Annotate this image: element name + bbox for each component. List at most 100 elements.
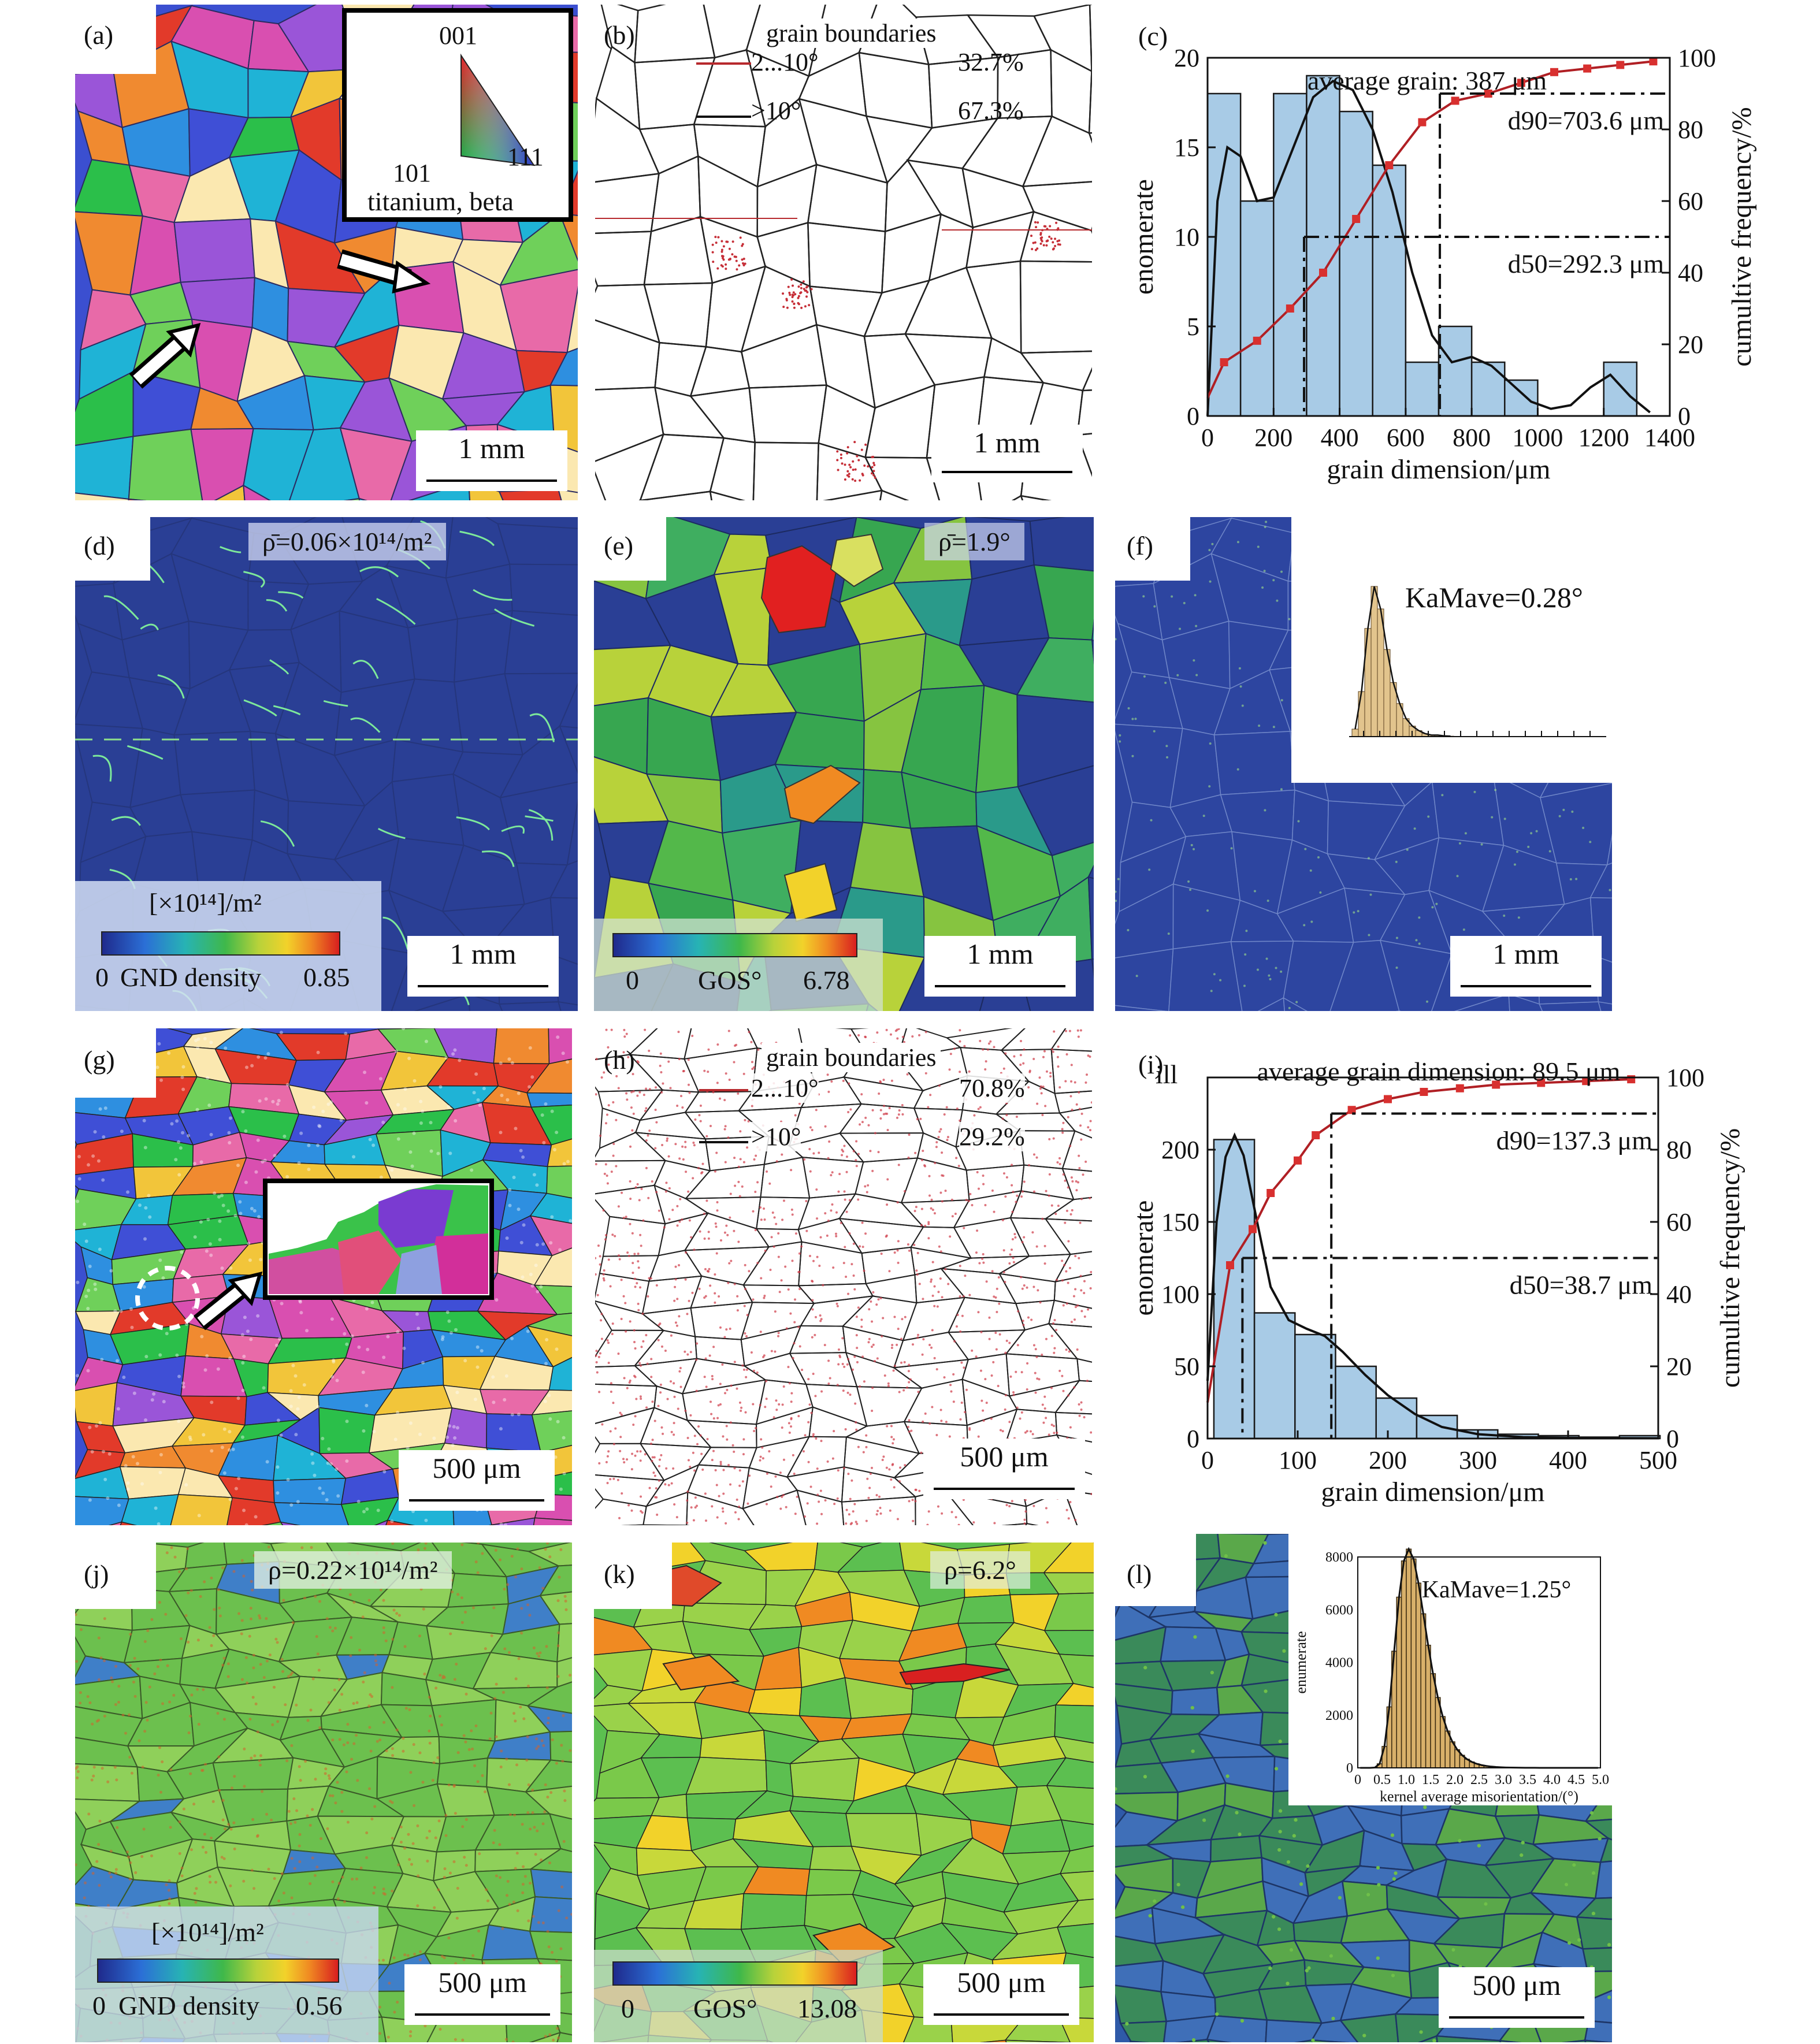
colorbar-min-e: 0 (626, 965, 639, 995)
colorbar-e (612, 933, 857, 957)
gb-title-h: grain boundaries (762, 1043, 941, 1072)
kam-histogram-inset-f (1335, 572, 1612, 745)
y2-tick-label: 60 (1678, 187, 1703, 215)
kam-x-tick-label: 1.0 (1398, 1772, 1415, 1787)
panel-d-label: (d) (84, 531, 115, 560)
x-tick-label: 0 (1201, 1446, 1214, 1474)
gb-high-value: 29.2% (959, 1122, 1025, 1151)
kam-y-tick-label: 4000 (1325, 1656, 1353, 1671)
ipf-legend-caption: titanium, beta (367, 187, 514, 216)
cumulative-point (1312, 1131, 1320, 1139)
histogram-bar (1405, 361, 1440, 417)
kam-x-tick-label: 4.5 (1568, 1772, 1585, 1787)
kam-x-tick-label: 5.0 (1592, 1772, 1609, 1787)
colorbar-max-e: 6.78 (803, 965, 850, 995)
colorbar-j (97, 1958, 339, 1983)
cumulative-point (1492, 1080, 1500, 1089)
cumulative-point (1550, 68, 1558, 76)
colorbar-name-e: GOS° (698, 965, 762, 995)
gb-high-value: 67.3% (958, 96, 1024, 125)
gos-mean-caption-e: ρ̄=1.9° (924, 523, 1024, 560)
x-tick-label: 500 (1639, 1446, 1677, 1474)
colorbar-min-k: 0 (621, 1994, 634, 2023)
cumulative-line (1206, 1078, 1632, 1403)
kam-bar (1410, 1558, 1417, 1768)
y2-tick-label: 40 (1678, 259, 1703, 287)
cumulative-point (1582, 1077, 1591, 1086)
histogram-bar (1438, 325, 1473, 417)
panel-k-label: (k) (604, 1559, 635, 1589)
y2-tick-label: 100 (1678, 44, 1716, 72)
x-tick-label: 0 (1201, 423, 1214, 452)
scale-bar-label: 1 mm (458, 432, 525, 464)
ipf-legend-001: 001 (439, 21, 477, 50)
kam-mean-caption-f: KaMave=0.28° (1405, 581, 1583, 614)
d50-label: d50=292.3 μm (1508, 249, 1665, 278)
cumulative-point (1319, 269, 1327, 277)
gnd-mean-caption-d: ρ̄=0.06×10¹⁴/m² (248, 523, 446, 560)
kam-bar (1351, 729, 1359, 737)
y2-axis-label: cumultive frequency/% (1726, 107, 1757, 366)
panel-f-label: (f) (1127, 531, 1153, 560)
gb-low-value: 70.8% (959, 1073, 1025, 1103)
grain-boundary-map-b (595, 5, 1092, 500)
scale-bar-label: 500 μm (432, 1452, 521, 1484)
scale-bar-e: 1 mm (924, 936, 1076, 997)
x-tick-label: 400 (1549, 1446, 1587, 1474)
kam-y-tick-label: 2000 (1325, 1708, 1353, 1723)
plot-frame (1206, 1076, 1659, 1440)
colorbar-name-d: GND density (120, 962, 262, 992)
panel-l-label: (l) (1127, 1559, 1152, 1589)
y-tick-label: 15 (1174, 133, 1199, 162)
kam-y-tick-label: 6000 (1325, 1603, 1353, 1618)
gnd-mean-caption-j: ρ=0.22×10¹⁴/m² (254, 1551, 452, 1589)
x-axis-label: grain dimension/μm (1327, 454, 1550, 485)
cumulative-point (1616, 61, 1625, 69)
kam-x-tick-label: 3.5 (1519, 1772, 1536, 1787)
gb-legend-low-angle-swatch (696, 62, 751, 65)
arrow-icon (337, 249, 431, 293)
kam-bar (1377, 608, 1384, 737)
colorbar-max-j: 0.56 (296, 1991, 343, 2020)
cumulative-point (1220, 358, 1228, 366)
scale-bar-a: 1 mm (416, 430, 567, 491)
ipf-triangle-icon (460, 53, 536, 166)
y2-tick-label: 40 (1666, 1280, 1692, 1309)
extra-label: ill (1156, 1060, 1178, 1089)
cumulative-point (1384, 1095, 1392, 1103)
gb-title-b: grain boundaries (762, 18, 941, 48)
colorbar-d (101, 931, 340, 956)
scale-bar-j: 500 μm (404, 1964, 560, 2025)
panel-c-label: (c) (1138, 21, 1168, 51)
x-tick-label: 200 (1369, 1446, 1407, 1474)
kam-bar (1420, 1613, 1427, 1768)
y-tick-label: 5 (1187, 313, 1199, 341)
histogram-bar (1306, 75, 1340, 417)
y-tick-label: 0 (1187, 1425, 1199, 1453)
ipf-legend-inset: 001 101 111 titanium, beta (342, 8, 573, 222)
cumulative-point (1226, 1261, 1234, 1269)
gb-legend-high-angle-swatch (696, 116, 751, 118)
scale-bar-label: 500 μm (1472, 1969, 1561, 2001)
histogram-bar (1335, 1365, 1377, 1440)
x-tick-label: 200 (1254, 423, 1292, 452)
y2-tick-label: 20 (1666, 1352, 1692, 1381)
y2-tick-label: 80 (1678, 116, 1703, 144)
colorbar-unit-j: [×10¹⁴]/m² (151, 1917, 264, 1947)
colorbar-min-j: 0 (92, 1991, 106, 2020)
histogram-bar (1504, 379, 1539, 417)
kam-bar (1425, 1644, 1431, 1768)
scale-bar-d: 1 mm (407, 936, 559, 997)
panel-b-label: (b) (604, 20, 635, 50)
gb-legend-low-angle-swatch (699, 1089, 748, 1091)
scale-bar-l: 500 μm (1439, 1967, 1595, 2028)
cumulative-point (1266, 1189, 1275, 1197)
average-annotation: average grain dimension: 89.5 μm (1257, 1057, 1621, 1086)
gb-low-label: 2...10° (751, 1073, 819, 1103)
gb-high-label: >10° (751, 96, 801, 125)
y-tick-label: 10 (1174, 223, 1199, 251)
kam-y-axis-label: enumerate (1292, 1631, 1309, 1693)
y2-tick-label: 20 (1678, 330, 1703, 359)
colorbar-unit-d: [×10¹⁴]/m² (149, 888, 262, 917)
